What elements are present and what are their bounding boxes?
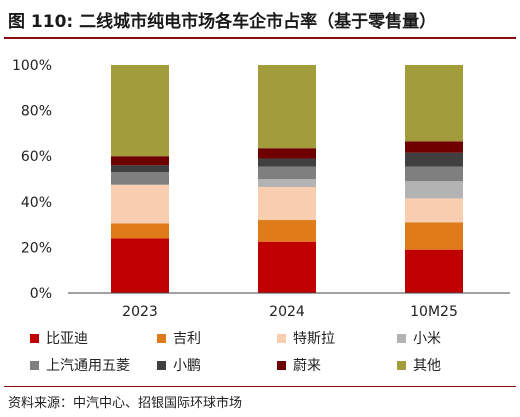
x-tick-label: 10M25 <box>410 304 458 320</box>
legend-label: 蔚来 <box>293 358 321 374</box>
legend-item: 上汽通用五菱 <box>30 355 130 375</box>
legend-swatch <box>397 360 406 370</box>
legend-label: 上汽通用五菱 <box>46 358 130 374</box>
legend-label: 小鹏 <box>173 358 201 374</box>
legend-swatch <box>277 360 286 370</box>
legend-swatch <box>30 333 39 343</box>
stacked-bar-chart: 0% 20% 40% 60% 80% 100% 2023 2024 10M25 <box>12 58 510 320</box>
legend-label: 小米 <box>413 331 441 347</box>
x-tick-label: 2024 <box>269 304 305 320</box>
bar-segment <box>405 65 463 142</box>
bar-segment <box>111 156 169 166</box>
bar-segment <box>258 241 316 293</box>
bar-segment <box>405 181 463 199</box>
bar-segment <box>258 179 316 187</box>
legend-swatch <box>277 333 286 343</box>
legend-item: 比亚迪 <box>30 328 88 348</box>
bar-segment <box>405 152 463 167</box>
title-bar: 图 110: 二线城市纯电市场各车企市占率（基于零售量） <box>0 0 520 39</box>
bar-segment <box>405 222 463 250</box>
bar-segment <box>111 65 169 157</box>
legend-item: 小鹏 <box>157 355 201 375</box>
legend-label: 其他 <box>413 358 441 374</box>
bar-segment <box>111 223 169 239</box>
legend-swatch <box>157 333 166 343</box>
bar-segment <box>111 184 169 224</box>
title-divider <box>4 37 516 39</box>
y-axis: 0% 20% 40% 60% 80% 100% <box>12 58 52 302</box>
bars <box>111 65 463 293</box>
y-tick-label: 60% <box>21 149 52 165</box>
source-note: 资料来源：中汽中心、招银国际环球市场 <box>8 396 243 411</box>
legend-item: 吉利 <box>157 328 201 348</box>
y-tick-label: 20% <box>21 240 52 256</box>
bar-segment <box>258 220 316 242</box>
bar-segment <box>258 158 316 167</box>
legend-item: 蔚来 <box>277 355 321 375</box>
bar-segment <box>111 238 169 293</box>
bar-segment <box>258 65 316 149</box>
legend-swatch <box>30 360 39 370</box>
bar-segment <box>258 186 316 221</box>
y-tick-label: 0% <box>30 286 52 302</box>
bar-segment <box>405 166 463 182</box>
legend-swatch <box>157 360 166 370</box>
legend-swatch <box>397 333 406 343</box>
bar-segment <box>405 141 463 153</box>
legend-item: 小米 <box>397 328 441 348</box>
bar-segment <box>258 148 316 159</box>
bar-segment <box>405 198 463 223</box>
footer-divider <box>4 386 516 387</box>
legend-item: 特斯拉 <box>277 328 335 348</box>
legend-label: 特斯拉 <box>293 331 335 347</box>
bar-segment <box>258 166 316 179</box>
bar-segment <box>405 249 463 293</box>
legend-label: 吉利 <box>173 331 201 347</box>
y-tick-label: 80% <box>21 104 52 120</box>
bar-segment <box>111 165 169 173</box>
x-axis: 2023 2024 10M25 <box>68 292 510 320</box>
chart-title: 图 110: 二线城市纯电市场各车企市占率（基于零售量） <box>8 12 437 32</box>
y-tick-label: 40% <box>21 195 52 211</box>
y-tick-label: 100% <box>12 58 52 74</box>
x-tick-label: 2023 <box>122 304 158 320</box>
bar-segment <box>111 172 169 185</box>
legend-label: 比亚迪 <box>46 331 88 347</box>
legend-item: 其他 <box>397 355 441 375</box>
